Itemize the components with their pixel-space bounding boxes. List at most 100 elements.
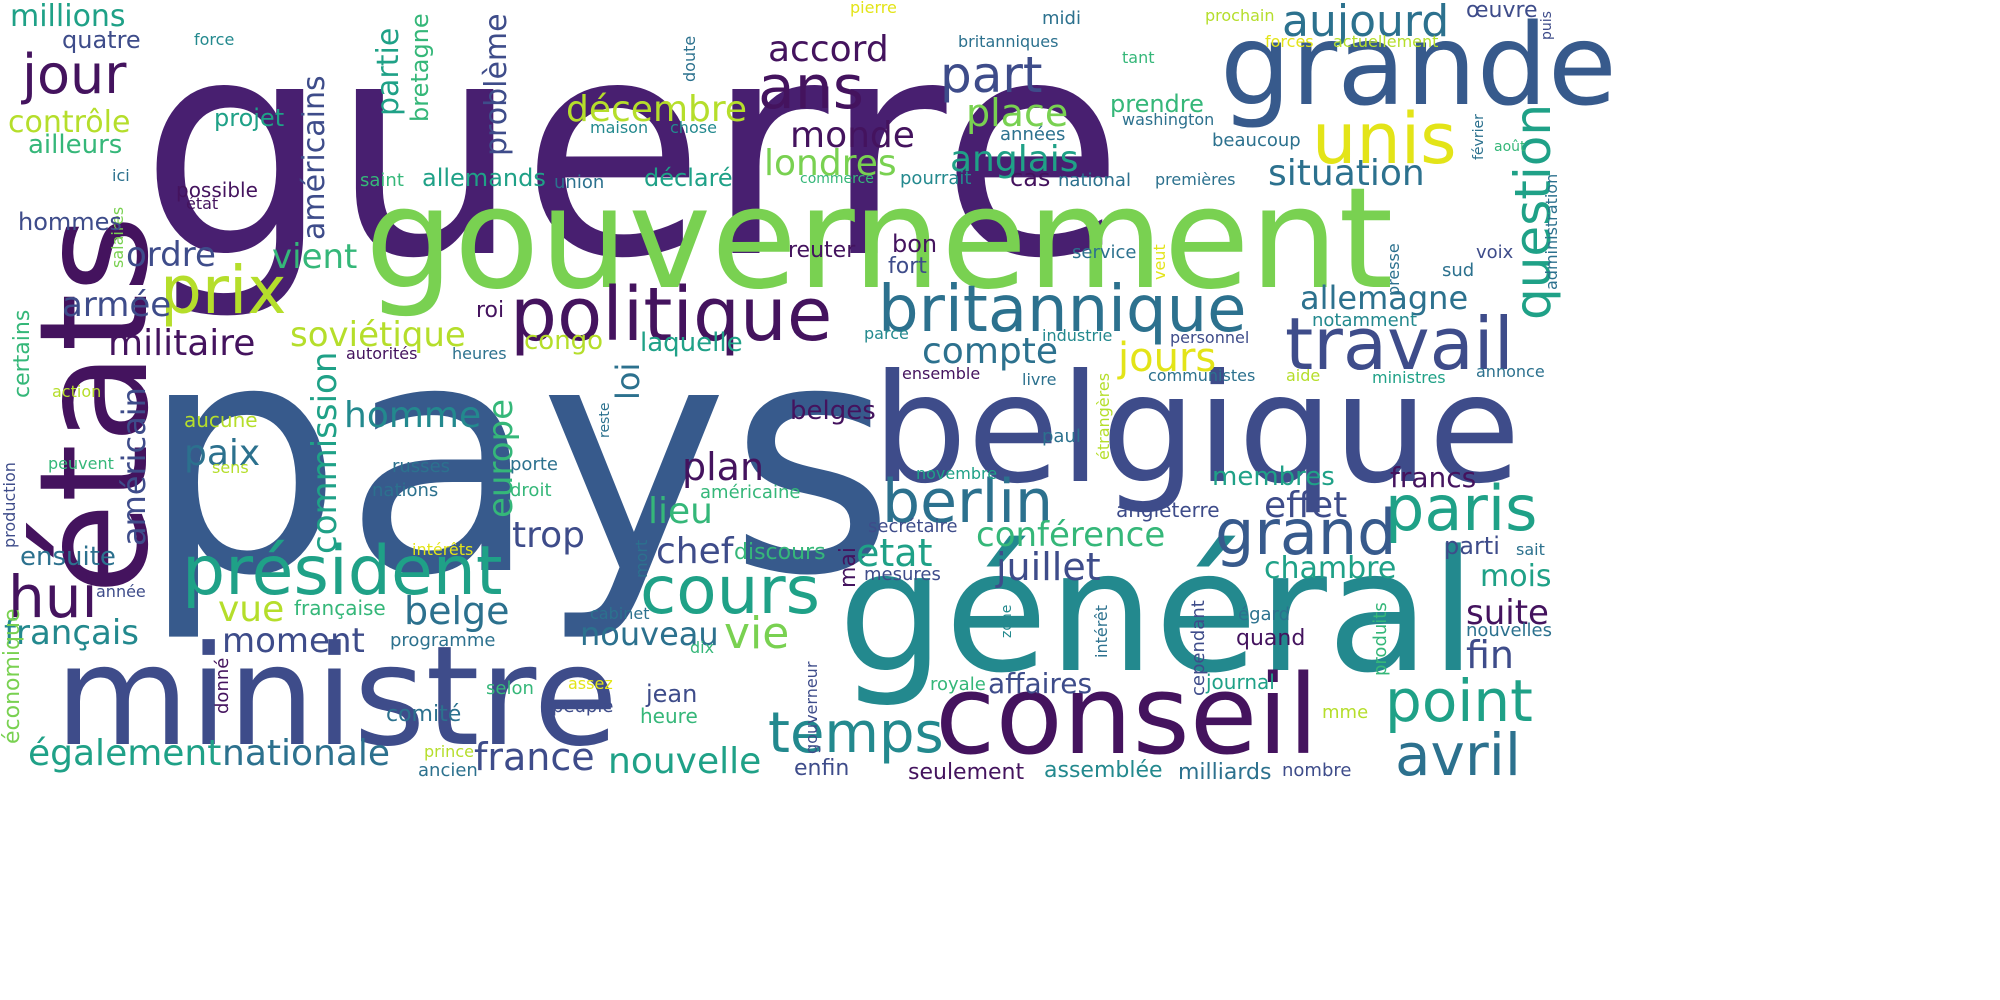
word-pays: pays xyxy=(140,274,896,646)
word-comite: comité xyxy=(386,702,462,727)
word-novembre: novembre xyxy=(916,464,998,483)
word-puis: puis xyxy=(1539,11,1555,40)
word-certains: certains xyxy=(10,309,35,398)
word-plan: plan xyxy=(682,445,765,489)
word-jours: jours xyxy=(1118,335,1217,381)
word-trop: trop xyxy=(512,515,586,556)
word-annonce: annonce xyxy=(1476,362,1545,381)
word-enfin: enfin xyxy=(794,756,850,781)
word-union: union xyxy=(554,172,605,193)
word-jour: jour xyxy=(22,43,127,106)
word-temps: temps xyxy=(768,701,944,766)
word-commerce: commerce xyxy=(800,171,874,187)
word-homme: homme xyxy=(344,395,482,436)
word-chose: chose xyxy=(670,118,717,137)
word-roi: roi xyxy=(476,298,505,323)
word-aujourd: aujourd xyxy=(1282,0,1450,47)
word-autorites: autorités xyxy=(346,344,418,363)
word-assemblee: assemblée xyxy=(1044,758,1163,783)
word-ministre: ministre xyxy=(55,616,619,777)
word-fevrier: février xyxy=(1471,114,1487,160)
word-aide: aide xyxy=(1286,366,1321,385)
word-grande: grande xyxy=(1220,1,1617,131)
word-quand: quand xyxy=(1236,626,1306,651)
word-personnel: personnel xyxy=(1170,328,1250,347)
word-monde: monde xyxy=(790,115,915,156)
word-part: part xyxy=(940,46,1043,104)
word-general: général xyxy=(838,514,1477,710)
word-service: service xyxy=(1072,242,1137,263)
word-partie: partie xyxy=(371,27,406,116)
word-donne: donné xyxy=(212,657,233,714)
word-sait: sait xyxy=(1516,540,1545,559)
word-etat: etat xyxy=(856,531,933,575)
word-president: président xyxy=(182,532,503,611)
word-nationale: nationale xyxy=(222,733,391,774)
word-nations: nations xyxy=(372,480,439,501)
word-ensuite: ensuite xyxy=(20,542,116,572)
word-compte: compte xyxy=(922,331,1059,372)
word-americain: américain xyxy=(115,387,153,546)
word-discours: discours xyxy=(734,540,826,565)
word-aucune: aucune xyxy=(184,408,258,432)
word-angleterre: angleterre xyxy=(1116,498,1220,522)
word-quatre: quatre xyxy=(62,26,141,54)
word-doute: doute xyxy=(680,35,699,82)
word-gouverneur: gouverneur xyxy=(802,661,821,754)
word-heures: heures xyxy=(452,344,507,363)
word-paul: paul xyxy=(1042,426,1081,447)
word-zone: zone xyxy=(999,604,1015,638)
word-cours: cours xyxy=(640,552,821,629)
word-droit: droit xyxy=(510,480,552,501)
word-annees: années xyxy=(1000,124,1066,145)
word-congo: congo xyxy=(524,326,604,356)
word-suite: suite xyxy=(1466,593,1549,633)
word-lieu: lieu xyxy=(648,491,713,532)
word-politique: politique xyxy=(510,272,833,358)
word-annee: année xyxy=(96,582,146,601)
word-parti: parti xyxy=(1444,532,1500,560)
word-prochain: prochain xyxy=(1205,6,1275,25)
word-peuple: peuple xyxy=(552,696,614,717)
word-maison: maison xyxy=(590,118,649,137)
word-avril: avril xyxy=(1395,721,1521,789)
word-prix: prix xyxy=(160,252,287,329)
word-ans: ans xyxy=(758,53,865,123)
word-vient: vient xyxy=(272,237,358,277)
word-mai: mai xyxy=(836,546,861,588)
word-russes: russes xyxy=(392,456,451,477)
word-industrie: industrie xyxy=(1042,326,1113,345)
word-voix: voix xyxy=(1476,242,1514,263)
word-armee: armée xyxy=(62,285,172,325)
word-forces: forces xyxy=(1265,32,1314,51)
word-belges: belges xyxy=(790,396,876,426)
word-tant: tant xyxy=(1122,48,1155,67)
word-chambre: chambre xyxy=(1264,551,1397,586)
word-pourrait: pourrait xyxy=(900,168,972,189)
word-britannique: britannique xyxy=(878,273,1247,347)
word-jean: jean xyxy=(646,680,698,708)
word-laquelle: laquelle xyxy=(640,328,743,358)
word-aout: août xyxy=(1494,139,1526,155)
word-presse: presse xyxy=(1384,243,1403,296)
word-beaucoup: beaucoup xyxy=(1212,130,1301,151)
word-militaire: militaire xyxy=(108,323,256,364)
word-selon: selon xyxy=(486,678,534,699)
word-egard: égard xyxy=(1238,604,1291,625)
word-midi: midi xyxy=(1042,8,1081,29)
word-washington: washington xyxy=(1122,110,1215,129)
word-interets: intérêts xyxy=(412,540,474,559)
word-guerre: guerre xyxy=(140,0,1125,324)
word-bon: bon xyxy=(892,230,938,258)
word-vie: vie xyxy=(724,608,790,659)
word-berlin: berlin xyxy=(882,467,1054,537)
word-projet: projet xyxy=(214,104,285,132)
word-oeuvre: œuvre xyxy=(1466,0,1538,23)
word-belge: belge xyxy=(404,589,510,633)
word-national: national xyxy=(1058,170,1131,191)
word-situation: situation xyxy=(1268,153,1425,194)
word-france: france xyxy=(474,735,595,779)
word-sud: sud xyxy=(1442,260,1475,281)
word-probleme: problème xyxy=(479,13,514,156)
